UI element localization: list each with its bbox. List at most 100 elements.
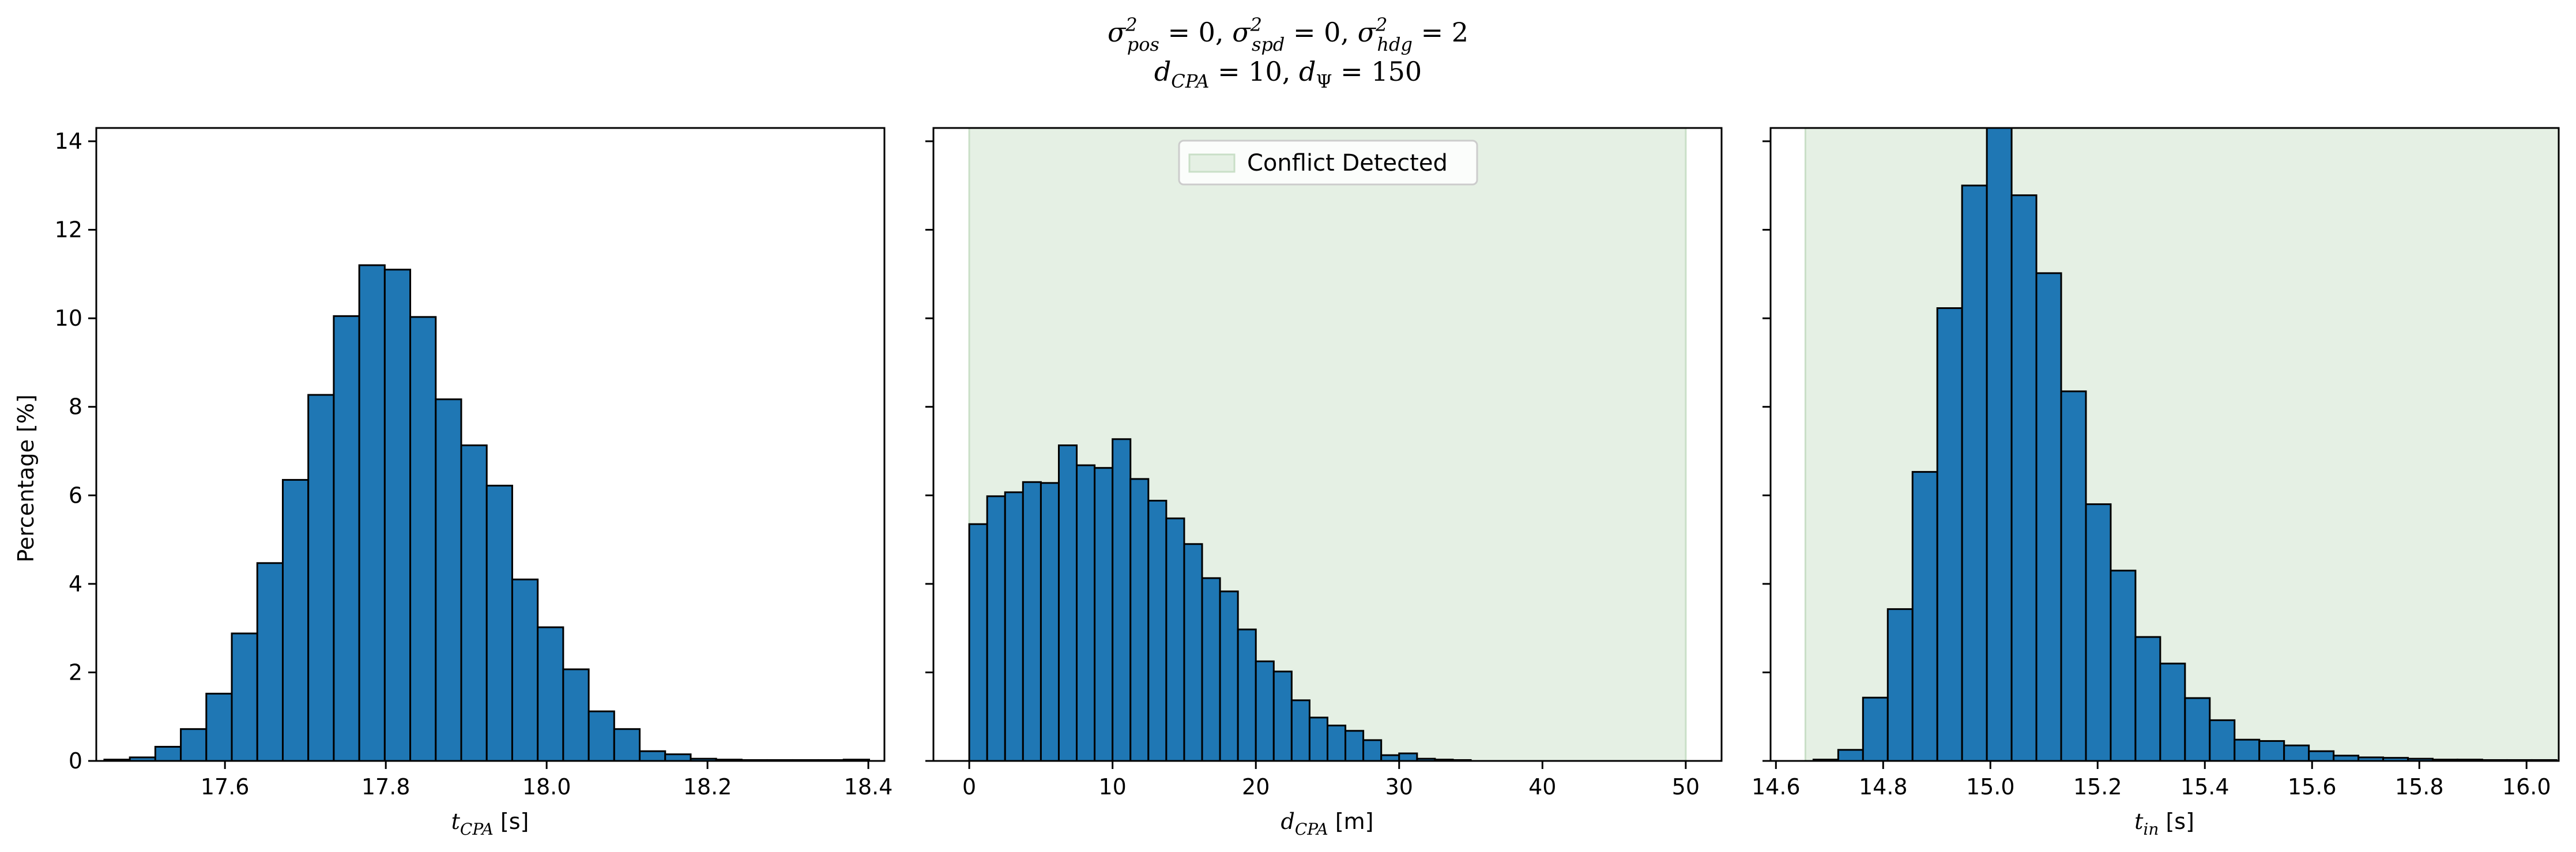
- histogram-bar: [1308, 717, 1329, 762]
- histogram-bar: [1219, 590, 1239, 762]
- histogram-bar: [2209, 719, 2236, 762]
- y-tick-label: 6: [69, 482, 82, 508]
- histogram-bar: [2258, 740, 2285, 762]
- x-tick-label: 15.0: [1966, 774, 2015, 800]
- histogram-bar: [1112, 438, 1132, 762]
- histogram-bar: [2159, 662, 2186, 762]
- y-tick-label: 4: [69, 571, 82, 597]
- histogram-bar: [333, 315, 360, 762]
- histogram-bar: [231, 632, 258, 762]
- histogram-bar: [1147, 500, 1168, 762]
- histogram-bar: [383, 269, 412, 762]
- x-tick-label: 15.8: [2395, 774, 2444, 800]
- histogram-bar: [409, 316, 437, 762]
- histogram-bar: [968, 523, 988, 762]
- histogram-bar: [1911, 471, 1938, 762]
- histogram-bar: [307, 394, 335, 762]
- x-tick-label: 18.0: [522, 774, 571, 800]
- histogram-bar: [1362, 739, 1383, 762]
- x-tick-label: 16.0: [2502, 774, 2551, 800]
- legend-box: [1178, 140, 1478, 186]
- histogram-bar: [358, 264, 386, 762]
- x-tick-label: 17.8: [361, 774, 410, 800]
- y-tick-label: 8: [69, 394, 82, 420]
- histogram-bar: [1183, 543, 1203, 762]
- histogram-bar: [256, 562, 284, 762]
- histogram-bar: [1398, 752, 1418, 762]
- x-tick-label: 0: [962, 774, 976, 800]
- x-axis-label-tcpa: tCPA [s]: [451, 809, 529, 839]
- histogram-bar: [1986, 127, 2013, 762]
- histogram-bar: [1961, 184, 1988, 762]
- x-tick-label: 15.2: [2073, 774, 2122, 800]
- histogram-bar: [2308, 750, 2335, 762]
- y-tick-label: 12: [55, 217, 82, 243]
- figure-title-line1: σ2 pos = 0, σ2 spd = 0, σ2 hdg = 2: [1108, 14, 1468, 55]
- x-tick-label: 10: [1099, 774, 1127, 800]
- x-tick-label: 50: [1672, 774, 1700, 800]
- histogram-bar: [1290, 699, 1310, 762]
- x-axis-label-tin: tin [s]: [2134, 809, 2194, 839]
- histogram-bar: [1129, 478, 1150, 762]
- panel-tcpa: 17.6 17.8 18.0 18.2 18.4 0 2 4 6 8 10 12 14: [55, 127, 893, 800]
- histogram-bar: [1886, 608, 1914, 762]
- histogram-bar: [986, 495, 1006, 762]
- histogram-bar: [2184, 697, 2211, 762]
- histogram-bar: [1345, 730, 1365, 762]
- histogram-bar: [2283, 744, 2310, 762]
- histogram-bar: [281, 478, 310, 762]
- x-tick-label: 14.6: [1752, 774, 1801, 800]
- histogram-bar: [205, 692, 233, 762]
- legend-label: Conflict Detected: [1247, 150, 1448, 176]
- histogram-bar: [485, 484, 513, 762]
- panel-dcpa: 0 10 20 30 40 50 Conflict Detected: [925, 127, 1723, 800]
- histogram-bar: [180, 728, 208, 762]
- histogram-bar: [1272, 670, 1293, 762]
- histogram-bar: [1237, 628, 1257, 762]
- histogram-bar: [2060, 390, 2087, 762]
- axes-frame: [932, 127, 1723, 762]
- histogram-bar: [537, 626, 564, 762]
- y-tick-label: 14: [55, 129, 82, 154]
- histogram-bar: [639, 750, 666, 762]
- figure-title-line2: dCPA = 10, dΨ = 150: [1154, 56, 1422, 92]
- histogram-bar: [1040, 482, 1060, 762]
- histogram-bar: [2010, 194, 2038, 762]
- y-tick-label: 10: [55, 306, 82, 331]
- x-tick-label: 40: [1528, 774, 1556, 800]
- y-axis-label: Percentage [%]: [13, 394, 39, 563]
- legend-swatch: [1188, 153, 1236, 173]
- histogram-bar: [1022, 481, 1042, 762]
- histogram-bar: [664, 753, 692, 762]
- histogram-bar: [1004, 491, 1024, 762]
- y-tick-label: 0: [69, 748, 82, 774]
- histogram-bar: [587, 710, 615, 762]
- x-tick-label: 18.2: [683, 774, 732, 800]
- histogram-bar: [1255, 660, 1275, 762]
- x-axis-label-dcpa: dCPA [m]: [1281, 809, 1374, 839]
- x-tick-label: 18.4: [844, 774, 893, 800]
- histogram-bar: [1837, 749, 1864, 762]
- histogram-bar: [2035, 272, 2062, 762]
- y-tick-label: 2: [69, 659, 82, 685]
- histogram-bar: [562, 668, 590, 762]
- axes-frame: [95, 127, 886, 762]
- histogram-bar: [613, 728, 641, 762]
- x-tick-label: 17.6: [201, 774, 250, 800]
- histogram-bar: [2110, 570, 2137, 762]
- histogram-bar: [2234, 738, 2261, 762]
- panel-tin: 14.6 14.8 15.0 15.2 15.4 15.6 15.8 16.0: [1752, 127, 2560, 800]
- histogram-bar: [2085, 503, 2112, 762]
- histogram-bar: [1057, 444, 1078, 762]
- x-tick-label: 15.6: [2288, 774, 2337, 800]
- histogram-bar: [2134, 636, 2161, 762]
- x-tick-label: 30: [1385, 774, 1413, 800]
- axes-frame: [1769, 127, 2560, 762]
- x-tick-label: 15.4: [2180, 774, 2229, 800]
- histogram-bar: [1327, 725, 1347, 762]
- histogram-bar: [1165, 517, 1185, 762]
- histogram-bar: [435, 398, 462, 762]
- histogram-bar: [1936, 307, 1963, 762]
- histogram-bar: [460, 444, 488, 762]
